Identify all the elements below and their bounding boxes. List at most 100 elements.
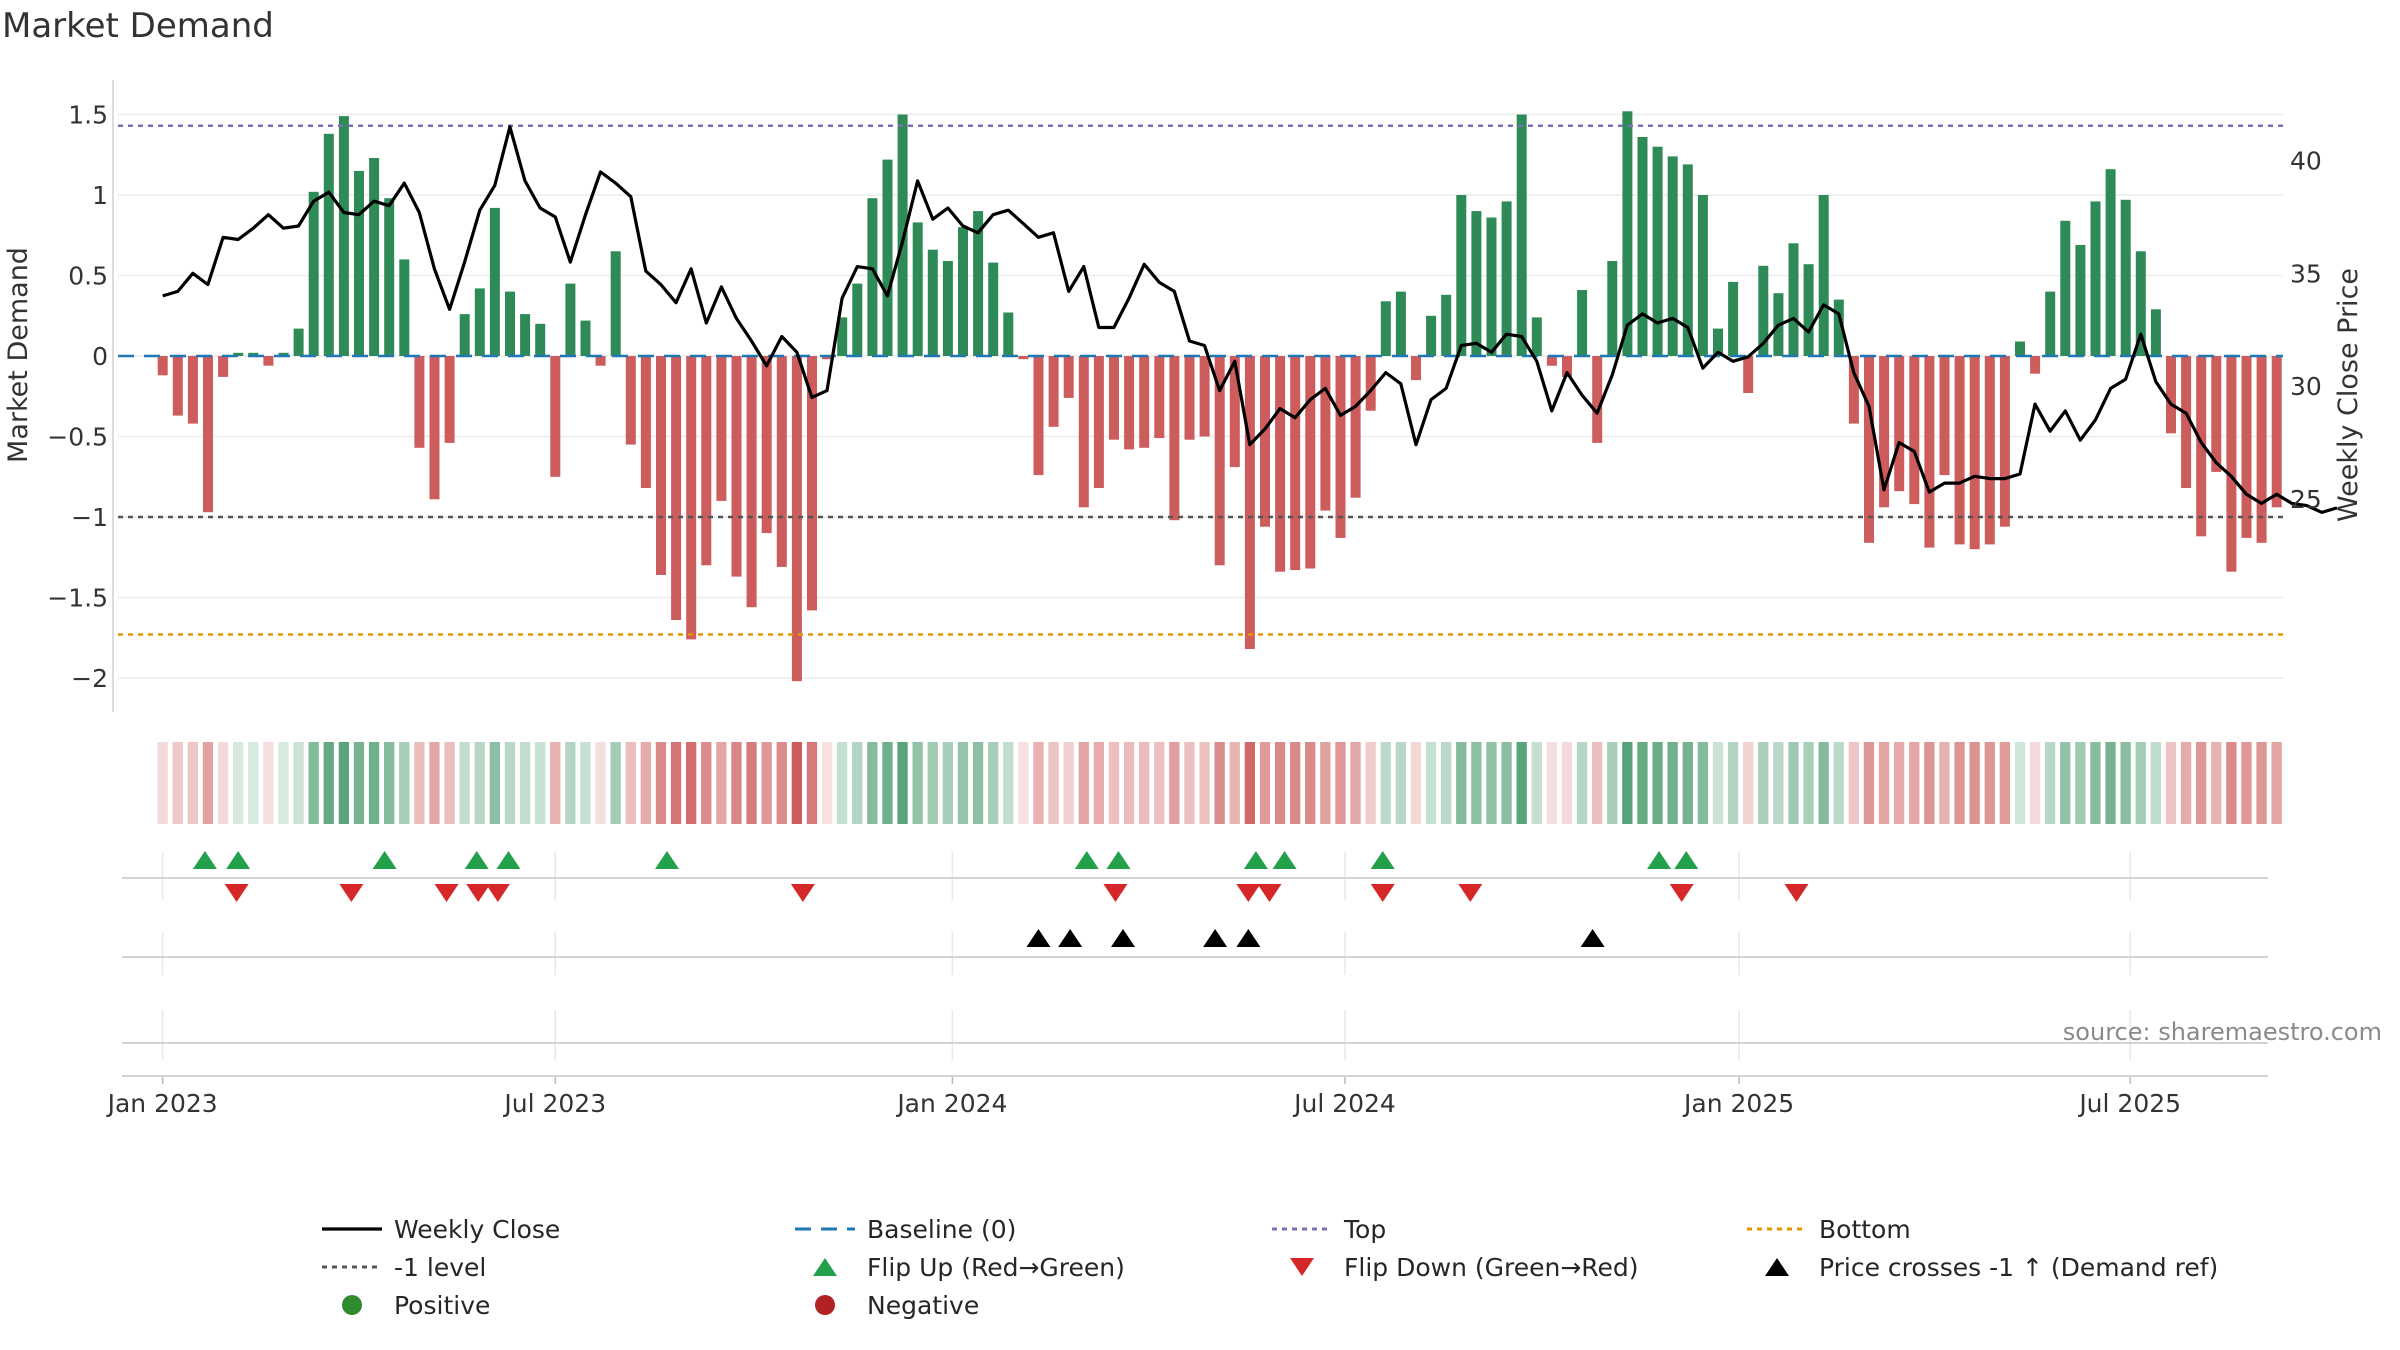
demand-bar (625, 356, 636, 445)
demand-bar (263, 356, 274, 366)
y2-tick-label: 35 (2290, 259, 2322, 288)
demand-bar (822, 356, 833, 360)
strip-cell (1350, 742, 1361, 824)
strip-cell (172, 742, 183, 824)
source-note: source: sharemaestro.com (2063, 1018, 2382, 1046)
demand-bar (535, 323, 546, 356)
y-tick-label: −2 (71, 664, 108, 693)
legend-swatch-icon (342, 1295, 362, 1315)
strip-cell (912, 742, 923, 824)
demand-bar (550, 356, 561, 477)
price-cross-marker (1580, 929, 1605, 947)
strip-cell (2090, 742, 2101, 824)
legend-label: Price crosses -1 ↑ (Demand ref) (1819, 1252, 2219, 1282)
weekly-close-line (162, 125, 2338, 515)
demand-bar (595, 356, 606, 366)
y2-tick-label: 25 (2290, 485, 2322, 514)
demand-bar (761, 356, 772, 534)
strip-cell (1697, 742, 1708, 824)
demand-bar (1969, 356, 1980, 550)
legend-swatch-icon (1290, 1258, 1314, 1276)
strip-cell (1531, 742, 1542, 824)
strip-cell (1788, 742, 1799, 824)
strip-cell (580, 742, 591, 824)
strip-cell (957, 742, 969, 824)
strip-cell (670, 742, 682, 824)
demand-bar (1290, 356, 1301, 571)
demand-bar (1411, 356, 1421, 381)
demand-bar (640, 356, 651, 488)
reference-lines (118, 124, 2283, 636)
y-tick-label: 1 (92, 181, 108, 210)
legend-swatch-icon (795, 1227, 855, 1231)
strip-cell (776, 742, 787, 824)
legend-item: Bottom (1747, 1210, 1911, 1248)
strip-cell (1773, 742, 1784, 824)
demand-bar (1848, 356, 1859, 424)
demand-bar (1395, 291, 1406, 356)
x-tick-label: Jan 2025 (1682, 1089, 1794, 1118)
x-tick-label: Jan 2024 (895, 1089, 1007, 1118)
flip-up-marker (1674, 851, 1699, 869)
strip-cell (187, 742, 198, 824)
legend-item: Negative (795, 1286, 979, 1324)
demand-bar (1320, 356, 1331, 511)
demand-bar (1260, 356, 1270, 527)
strip-cell (1863, 742, 1875, 824)
strip-cell (233, 742, 244, 824)
demand-bar (882, 159, 893, 356)
demand-bar (610, 251, 621, 356)
strip-cell (1380, 742, 1391, 824)
strip-cell (1003, 742, 1014, 824)
strip-cell (1607, 742, 1618, 824)
strip-cell (323, 742, 334, 824)
strip-cell (2180, 742, 2192, 824)
demand-bar (1999, 356, 2010, 527)
strip-cell (1592, 742, 1603, 824)
strip-cell (686, 742, 697, 824)
legend-swatch-icon (322, 1265, 382, 1269)
demand-bar (1607, 261, 1618, 356)
legend-label: Positive (394, 1290, 491, 1320)
demand-bar (1818, 195, 1829, 356)
legend-swatch-icon (1765, 1258, 1789, 1276)
strip-cell (1622, 742, 1633, 824)
price-cross-marker (1111, 929, 1136, 947)
demand-bar (1018, 356, 1029, 360)
strip-cell (338, 742, 349, 824)
strip-cell (1576, 742, 1588, 824)
strip-cell (1078, 742, 1089, 824)
strip-cell (293, 742, 304, 824)
strip-cell (1909, 742, 1920, 824)
strip-cell (1365, 742, 1376, 824)
strip-cell (927, 742, 938, 824)
strip-cell (1184, 742, 1195, 824)
strip-cell (716, 742, 727, 824)
demand-bar (2045, 291, 2056, 356)
demand-bar (1713, 328, 1723, 356)
strip-cell (1501, 742, 1512, 824)
strip-cell (731, 742, 742, 824)
demand-bar (248, 352, 259, 356)
strip-cell (655, 742, 667, 824)
strip-cell (384, 742, 395, 824)
demand-bar (942, 261, 953, 356)
legend-item: -1 level (322, 1248, 486, 1286)
demand-bar (1546, 356, 1557, 366)
y-tick-label: 0 (92, 342, 108, 371)
demand-bar (429, 356, 440, 500)
strip-cell (1984, 742, 1995, 824)
demand-bar (1275, 356, 1286, 572)
flip-down-marker (1370, 884, 1395, 902)
x-tick-label: Jul 2024 (1292, 1089, 1396, 1118)
demand-bar (1003, 312, 1014, 356)
strip-cell (1486, 742, 1497, 824)
strip-cell (1108, 742, 1120, 824)
y2-axis-label: Weekly Close Price (2333, 268, 2364, 522)
demand-bar (1984, 356, 1995, 545)
legend-label: Weekly Close (394, 1214, 561, 1244)
strip-cell (353, 742, 365, 824)
demand-bar (1139, 356, 1150, 448)
strip-cell (429, 742, 440, 824)
strip-cell (1229, 742, 1240, 824)
